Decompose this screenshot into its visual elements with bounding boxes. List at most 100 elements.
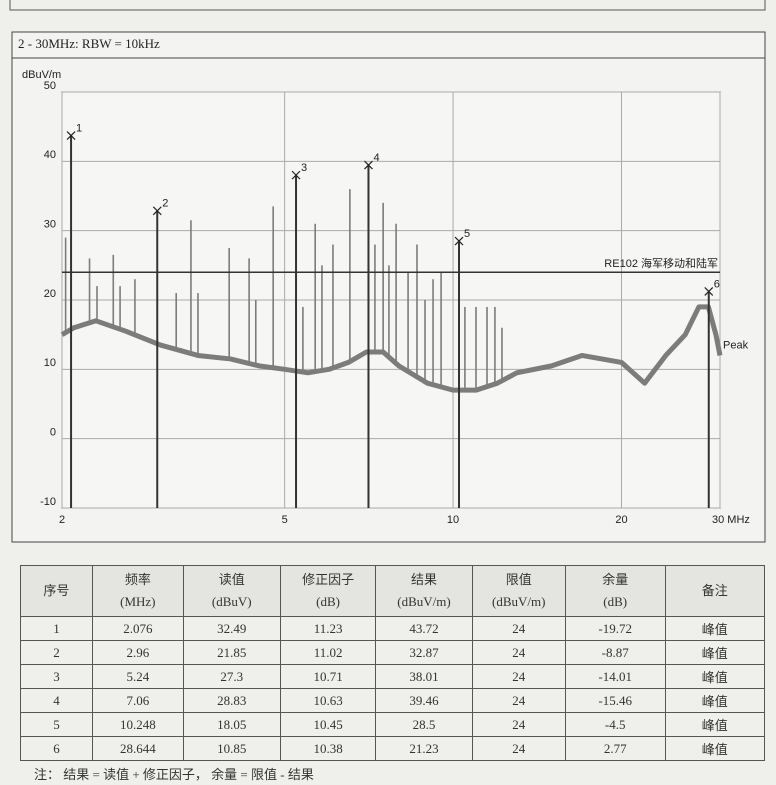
header-text: (dB) bbox=[603, 594, 628, 609]
header-cell: 备注 bbox=[664, 565, 766, 617]
header-text: 频率 bbox=[124, 572, 151, 587]
cell: 峰值 bbox=[664, 736, 766, 761]
marker-label: 6 bbox=[714, 278, 720, 290]
cell: -4.5 bbox=[564, 712, 666, 737]
note: 注： 结果 = 读值 + 修正因子， 余量 = 限值 - 结果 bbox=[34, 767, 314, 782]
header-text: 结果 bbox=[411, 572, 438, 587]
cell: 10.45 bbox=[279, 712, 377, 737]
y-axis-label: dBuV/m bbox=[22, 69, 61, 81]
cell: 21.23 bbox=[375, 736, 473, 761]
chart: 2 - 30MHz: RBW = 10kHz dBuV/m -10 0 10 20 30… bbox=[9, 0, 766, 543]
x-tick-label: 10 bbox=[447, 514, 459, 526]
cell: 28.83 bbox=[182, 688, 281, 713]
cell: -15.46 bbox=[564, 688, 666, 713]
y-tick-label: 30 bbox=[44, 219, 56, 231]
cell: 18.05 bbox=[182, 712, 281, 737]
cell: 2.96 bbox=[91, 640, 184, 665]
header-cell: 限值 (dBuV/m) bbox=[471, 565, 566, 617]
cell: 21.85 bbox=[182, 640, 281, 665]
cell: 38.01 bbox=[375, 664, 473, 689]
cell: 1 bbox=[20, 616, 93, 641]
marker-label: 2 bbox=[162, 198, 168, 210]
trace-label: Peak bbox=[723, 339, 749, 351]
cell: 7.06 bbox=[91, 688, 184, 713]
cell: -19.72 bbox=[564, 616, 666, 641]
header-text: 限值 bbox=[505, 572, 532, 587]
cell: 24 bbox=[471, 712, 566, 737]
row: 3 5.24 27.3 10.71 38.01 24 -14.01 峰值 bbox=[20, 664, 766, 689]
cell: 39.46 bbox=[375, 688, 473, 713]
header-text: (dBuV/m) bbox=[492, 594, 546, 609]
y-tick-label: 50 bbox=[44, 80, 56, 92]
trace bbox=[60, 304, 723, 393]
cell: 2.076 bbox=[91, 616, 184, 641]
header-text: (dBuV/m) bbox=[397, 594, 451, 609]
header-cell: 序号 bbox=[20, 565, 93, 617]
header-cell: 读值 (dBuV) bbox=[182, 565, 281, 617]
cell: 10.63 bbox=[279, 688, 377, 713]
cell: 11.23 bbox=[279, 616, 377, 641]
cell: 峰值 bbox=[664, 640, 766, 665]
marker-label: 5 bbox=[464, 228, 470, 240]
cell: 5 bbox=[20, 712, 93, 737]
previous-box bbox=[9, 0, 766, 11]
marker-cross bbox=[704, 287, 714, 296]
cell: 2 bbox=[20, 640, 93, 665]
cell: 24 bbox=[471, 688, 566, 713]
x-tick-label: 30 MHz bbox=[712, 514, 750, 526]
header-cell: 修正因子 (dB) bbox=[279, 565, 377, 617]
cell: 10.38 bbox=[279, 736, 377, 761]
cell: 4 bbox=[20, 688, 93, 713]
cell: 28.644 bbox=[91, 736, 184, 761]
cell: 峰值 bbox=[664, 664, 766, 689]
cell: 32.49 bbox=[182, 616, 281, 641]
y-tick-label: 10 bbox=[44, 357, 56, 369]
limit-label: RE102 海军移动和陆军 bbox=[604, 256, 718, 270]
cell: 2.77 bbox=[564, 736, 666, 761]
row: 1 2.076 32.49 11.23 43.72 24 -19.72 峰值 bbox=[20, 616, 766, 641]
cell: 28.5 bbox=[375, 712, 473, 737]
marker-cross bbox=[291, 170, 301, 180]
cell: 10.248 bbox=[91, 712, 184, 737]
y-tick-label: 20 bbox=[44, 288, 56, 300]
cell: 10.71 bbox=[279, 664, 377, 689]
marker-label: 1 bbox=[76, 122, 82, 134]
cell: 24 bbox=[471, 616, 566, 641]
header-text: 序号 bbox=[43, 583, 70, 598]
row: 4 7.06 28.83 10.63 39.46 24 -15.46 峰值 bbox=[20, 688, 766, 713]
cell: 峰值 bbox=[664, 616, 766, 641]
cell: 11.02 bbox=[279, 640, 377, 665]
cell: 24 bbox=[471, 736, 566, 761]
cell: 24 bbox=[471, 640, 566, 665]
header-text: (MHz) bbox=[120, 594, 156, 609]
header-text: 修正因子 bbox=[302, 572, 355, 587]
marker-cross bbox=[152, 206, 162, 216]
cell: -8.87 bbox=[564, 640, 666, 665]
cell: -14.01 bbox=[564, 664, 666, 689]
y-tick-label: -10 bbox=[40, 496, 56, 508]
cell: 43.72 bbox=[375, 616, 473, 641]
cell: 峰值 bbox=[664, 712, 766, 737]
row: 6 28.644 10.85 10.38 21.23 24 2.77 峰值 bbox=[20, 736, 766, 761]
cell: 6 bbox=[20, 736, 93, 761]
header-text: 读值 bbox=[218, 572, 245, 587]
marker-cross bbox=[364, 160, 373, 170]
y-tick-label: 0 bbox=[50, 427, 56, 439]
x-tick-label: 20 bbox=[615, 514, 627, 526]
result-table: 序号 频率 (MHz) 读值 (dBuV) 修正因子 (dB) 结果 (dBuV/m) 限值 (dB… bbox=[20, 565, 766, 761]
marker-label: 3 bbox=[301, 162, 307, 174]
header-text: 余量 bbox=[602, 572, 629, 587]
cell: 32.87 bbox=[375, 640, 473, 665]
marker-cross bbox=[66, 131, 76, 140]
cell: 5.24 bbox=[91, 664, 184, 689]
header-text: (dB) bbox=[316, 594, 340, 609]
cell: 10.85 bbox=[182, 736, 281, 761]
marker-cross bbox=[454, 236, 464, 246]
y-tick-label: 40 bbox=[44, 149, 56, 161]
cell: 24 bbox=[471, 664, 566, 689]
chart-title: 2 - 30MHz: RBW = 10kHz bbox=[18, 36, 160, 51]
header-text: 备注 bbox=[701, 583, 728, 598]
header-cell: 结果 (dBuV/m) bbox=[375, 565, 473, 617]
cell: 3 bbox=[20, 664, 93, 689]
